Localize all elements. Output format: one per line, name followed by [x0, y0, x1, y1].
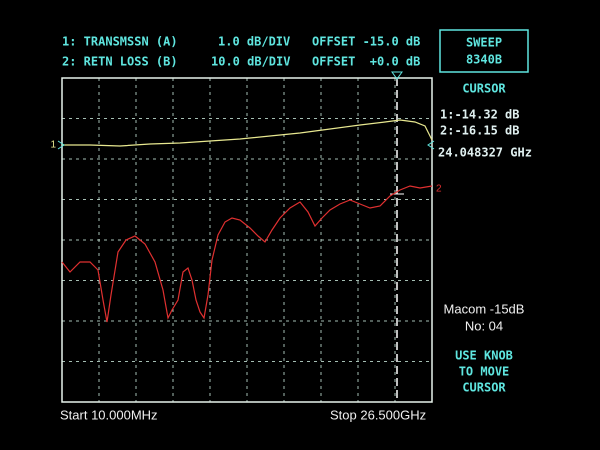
help-text: USE KNOB — [455, 349, 513, 363]
trace-1-arrow — [57, 140, 65, 150]
trace-offset: OFFSET -15.0 dB — [312, 35, 420, 49]
grid — [62, 78, 432, 402]
trace-label: 2: RETN LOSS (B) — [62, 55, 178, 69]
cursor-reading: 2:-16.15 dB — [440, 124, 519, 138]
help-text: CURSOR — [462, 381, 506, 395]
device-number: No: 04 — [465, 318, 503, 333]
source-model: 8340B — [466, 53, 502, 67]
cursor-title: CURSOR — [462, 82, 506, 96]
trace-scale: 10.0 dB/DIV — [211, 55, 290, 69]
trace-label: 1: TRANSMSSN (A) — [62, 35, 178, 49]
trace-1-arrow-right — [427, 140, 435, 150]
source-title: SWEEP — [466, 36, 502, 50]
trace-marker: 1 — [50, 140, 56, 151]
trace-scale: 1.0 dB/DIV — [218, 35, 290, 49]
trace-offset: OFFSET +0.0 dB — [312, 55, 420, 69]
start-frequency: Start 10.000MHz — [60, 407, 158, 422]
trace-return-loss — [61, 185, 433, 323]
plot-frame — [61, 77, 433, 403]
trace-transmission — [62, 119, 433, 147]
trace-marker: 2 — [436, 184, 442, 195]
help-text: TO MOVE — [459, 365, 510, 379]
cursor-frequency: 24.048327 GHz — [438, 146, 532, 160]
cursor-reading: 1:-14.32 dB — [440, 108, 519, 122]
source-box — [439, 29, 529, 73]
stop-frequency: Stop 26.500GHz — [330, 407, 426, 422]
device-name: Macom -15dB — [444, 301, 525, 316]
cursor-pointer — [391, 71, 403, 80]
